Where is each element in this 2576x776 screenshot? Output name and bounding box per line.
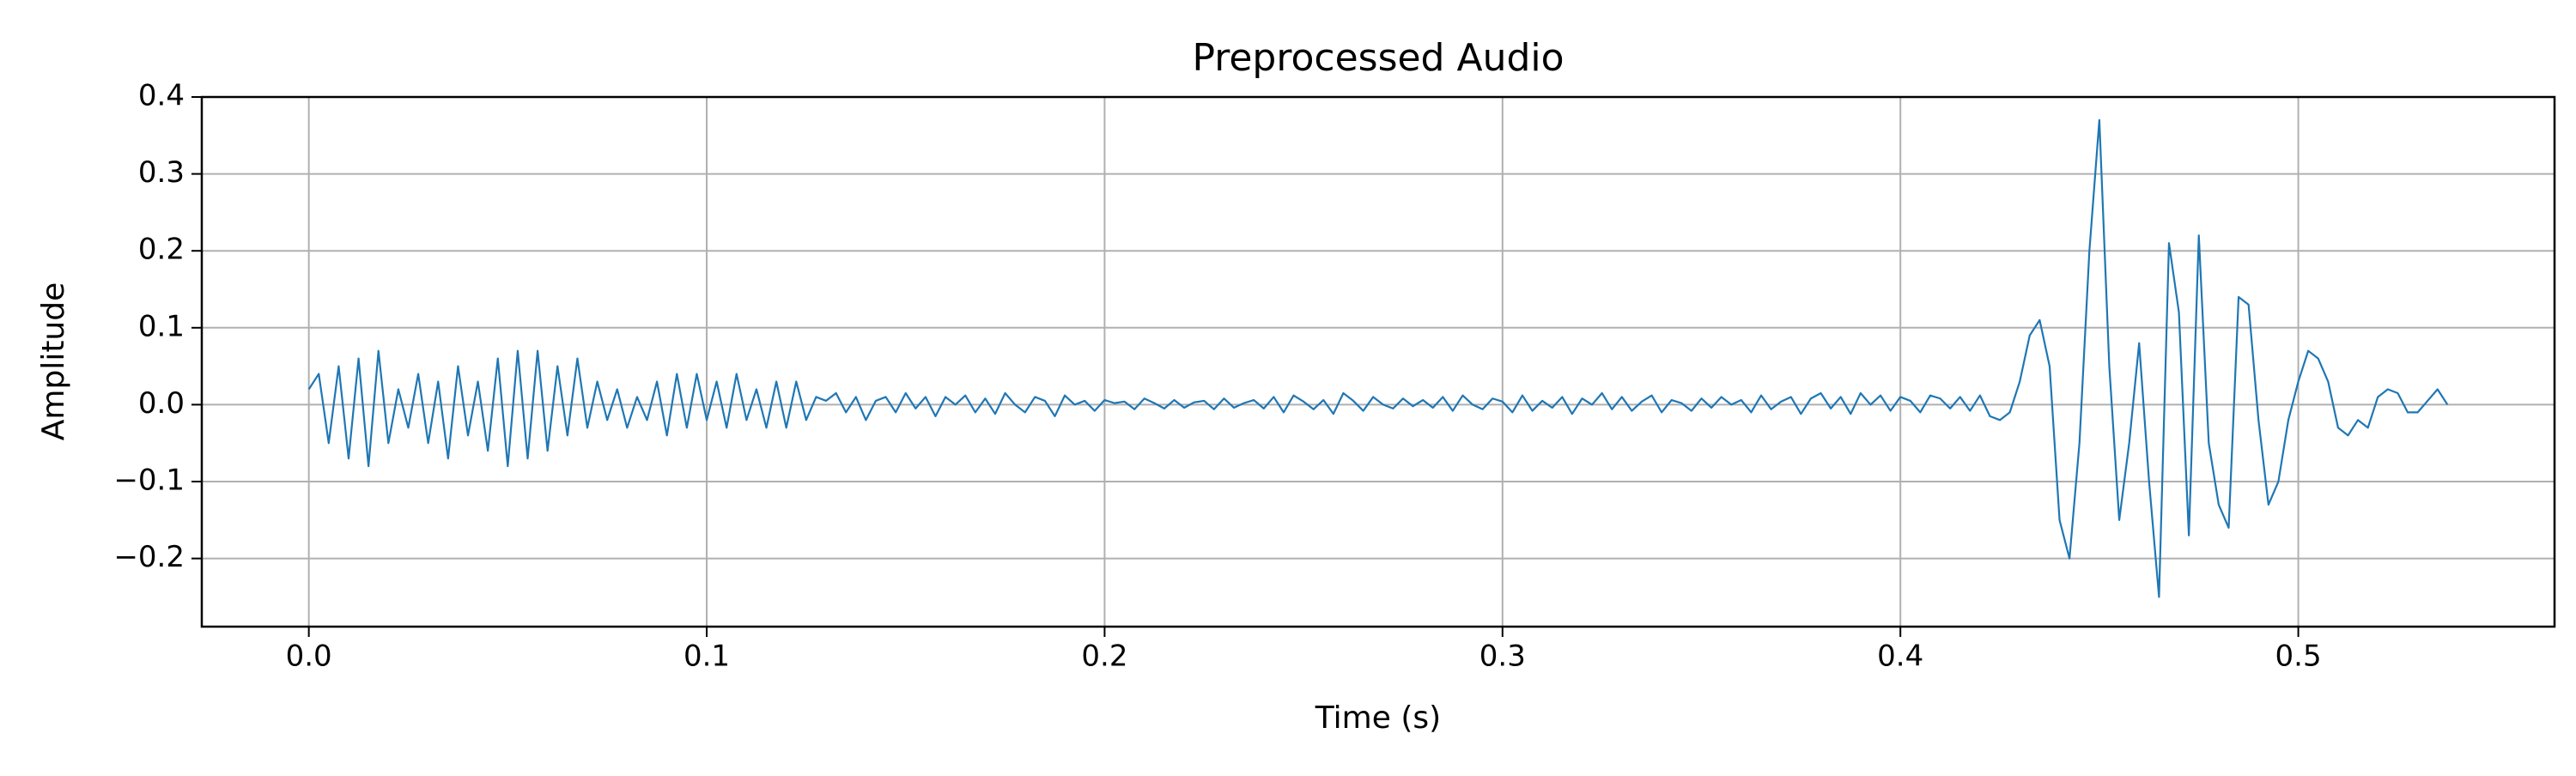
x-tick-label: 0.1	[683, 640, 730, 674]
x-tick-label: 0.2	[1081, 640, 1127, 674]
y-tick-label: −0.1	[113, 464, 185, 498]
x-axis-label: Time (s)	[1315, 700, 1441, 736]
x-tick-label: 0.5	[2275, 640, 2322, 674]
y-axis-label: Amplitude	[36, 282, 71, 440]
x-tick-label: 0.0	[286, 640, 332, 674]
x-tick-label: 0.3	[1479, 640, 1526, 674]
chart-title: Preprocessed Audio	[1192, 36, 1564, 80]
x-tick-label: 0.4	[1877, 640, 1923, 674]
axes-frame	[200, 95, 2556, 628]
y-tick-label: 0.0	[138, 386, 185, 421]
y-tick-label: 0.1	[138, 309, 185, 343]
y-tick-label: 0.3	[138, 155, 185, 190]
y-tick-label: −0.2	[113, 540, 185, 574]
waveform-line	[307, 118, 2449, 598]
plot-area	[307, 118, 2449, 598]
y-tick-label: 0.2	[138, 233, 185, 267]
y-tick-label: 0.4	[138, 79, 185, 113]
